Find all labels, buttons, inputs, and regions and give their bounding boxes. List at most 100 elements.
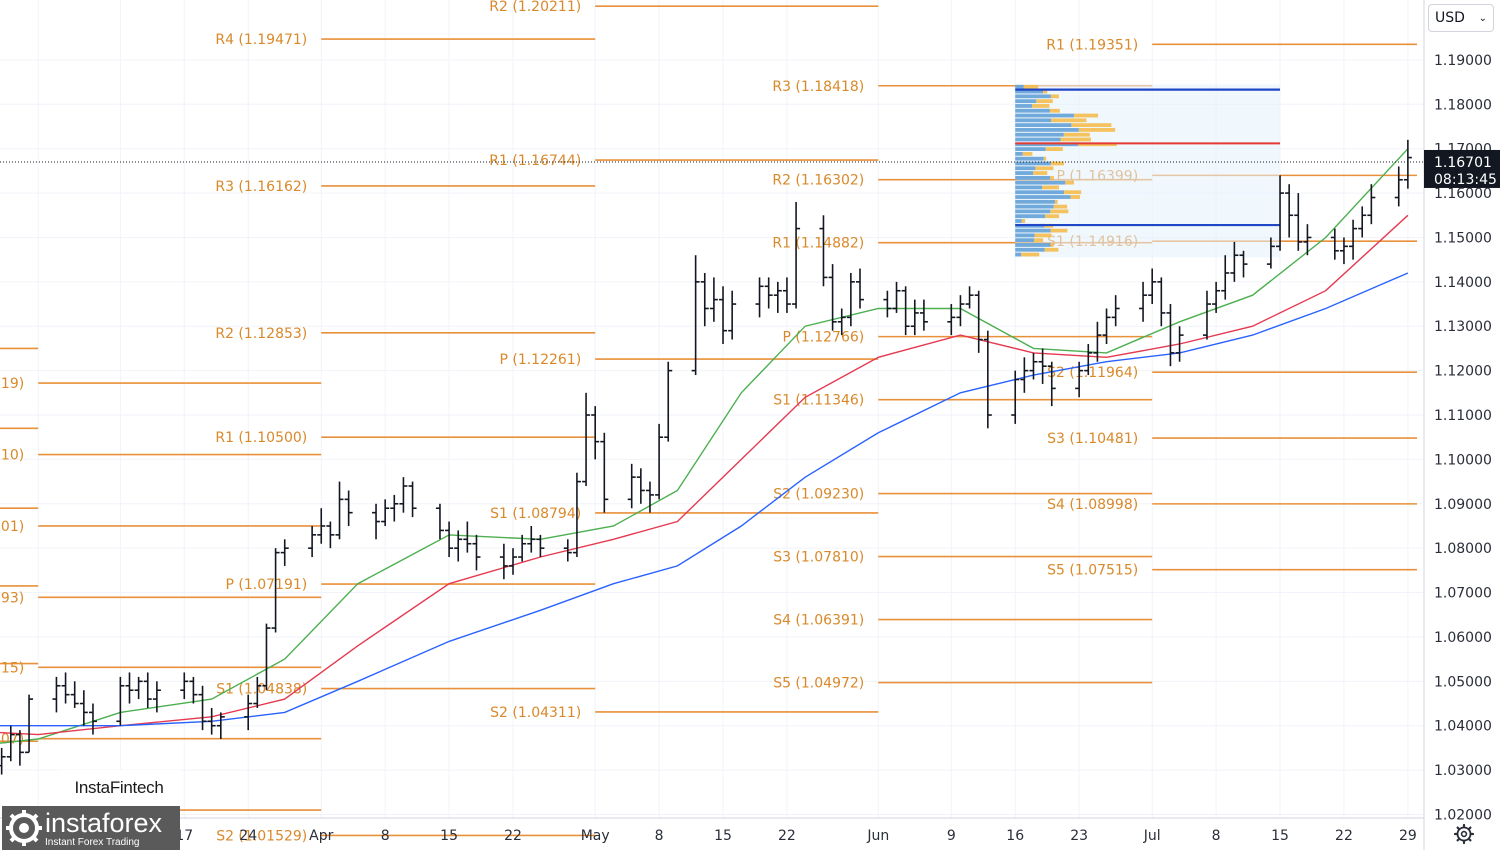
pivot-label: S5 (1.07515) (1047, 563, 1138, 579)
profile-bar (1015, 137, 1061, 142)
ohlc-bar (198, 685, 207, 731)
y-tick-label: 1.08000 (1434, 541, 1492, 557)
ohlc-bar (262, 623, 271, 691)
ohlc-bar (335, 481, 344, 540)
ohlc-bar (901, 286, 910, 336)
profile-bar (1015, 233, 1035, 238)
profile-bar (1034, 238, 1044, 243)
ohlc-bar (152, 681, 161, 713)
ma-line (0, 148, 1409, 744)
x-tick-label: 15 (1271, 828, 1289, 844)
pivot-label: R4 (1.19471) (215, 32, 307, 48)
profile-bar (1015, 113, 1074, 118)
pivot-label: S3 (1.07810) (773, 550, 864, 566)
ohlc-bar (563, 539, 572, 562)
x-tick-label: Apr (309, 828, 333, 844)
profile-bar (1043, 156, 1047, 161)
profile-bar (1071, 123, 1112, 128)
ma-line (0, 272, 1409, 727)
profile-bar (1045, 214, 1059, 219)
ohlc-bars (0, 139, 1412, 775)
ohlc-bar (773, 281, 782, 313)
ohlc-bar (207, 707, 216, 735)
ohlc-bar (463, 521, 472, 553)
ohlc-bar (1047, 361, 1056, 407)
ohlc-bar (189, 676, 198, 704)
ohlc-bar (572, 472, 581, 558)
pivot-label: S4 (1.06391) (773, 613, 864, 629)
ohlc-bar (1403, 139, 1412, 189)
pivot-label: S3 (1.10481) (1047, 431, 1138, 447)
ohlc-bar (143, 672, 152, 708)
ohlc-bar (755, 277, 764, 318)
ohlc-bar (1212, 281, 1221, 313)
ohlc-bar (6, 725, 15, 762)
x-tick-label: Jun (866, 828, 889, 844)
profile-bar (1015, 180, 1066, 185)
ohlc-bar (1202, 290, 1211, 340)
ohlc-bar (1239, 250, 1248, 278)
y-tick-label: 1.15000 (1434, 230, 1492, 246)
profile-bar (1015, 247, 1045, 252)
ohlc-bar (79, 690, 88, 726)
ohlc-bar (1394, 166, 1403, 207)
ohlc-bar (509, 548, 518, 575)
ohlc-bar (892, 281, 901, 313)
profile-bar (1051, 118, 1087, 123)
ohlc-bar (25, 694, 34, 754)
profile-bar (1054, 199, 1058, 204)
profile-bar (1073, 113, 1099, 118)
currency-selector[interactable]: USD ⌄ (1428, 4, 1494, 32)
ohlc-bar (536, 534, 545, 558)
ohlc-bar (919, 299, 928, 331)
profile-bar (1032, 104, 1050, 108)
profile-bar (1022, 151, 1033, 156)
profile-bar (1015, 209, 1051, 214)
profile-bar (1015, 166, 1036, 171)
pivot-label: S4 (1.08998) (1047, 497, 1138, 513)
pivot-label: R2 (1.16302) (772, 173, 864, 189)
pivot-label: S5 (1.04972) (773, 676, 864, 692)
ohlc-bar (253, 676, 262, 708)
profile-bar (1035, 166, 1054, 171)
ohlc-bar (947, 304, 956, 336)
ohlc-bar (1157, 277, 1166, 327)
current-price-box (1424, 149, 1500, 188)
ohlc-bar (499, 543, 508, 580)
ohlc-bar (88, 703, 97, 735)
chevron-down-icon: ⌄ (1478, 12, 1487, 24)
y-tick-label: 1.14000 (1434, 275, 1492, 291)
ohlc-bar (1367, 184, 1376, 225)
ohlc-bar (1166, 304, 1175, 367)
ohlc-bar (472, 534, 481, 571)
profile-bar (1015, 214, 1046, 219)
y-tick-label: 1.10000 (1434, 452, 1492, 468)
ohlc-bar (1175, 326, 1184, 362)
ohlc-bar (591, 406, 600, 460)
settings-icon[interactable] (1453, 823, 1475, 845)
profile-bar (1015, 128, 1079, 132)
pivot-label: R3 (1.16162) (215, 179, 307, 195)
profile-bar (1044, 247, 1059, 252)
bar-countdown: 08:13:45 (1434, 172, 1497, 188)
ohlc-bar (1102, 308, 1111, 344)
ohlc-bar (308, 525, 317, 558)
ohlc-bar (1230, 241, 1239, 282)
profile-bar (1065, 180, 1074, 185)
ohlc-bar (700, 272, 709, 327)
profile-bar (1070, 195, 1081, 199)
pivot-label: S1 (1.08794) (490, 506, 581, 522)
x-tick-label: May (581, 828, 610, 844)
ohlc-bar (317, 508, 326, 544)
ohlc-bar (837, 308, 846, 336)
ohlc-bar (1093, 321, 1102, 362)
y-tick-label: 1.03000 (1434, 763, 1492, 779)
ohlc-bar (1029, 352, 1038, 380)
ohlc-bar (883, 290, 892, 318)
profile-bar (1015, 161, 1051, 166)
profile-bar (1015, 252, 1022, 257)
profile-bar (1015, 104, 1033, 108)
pivot-label: P (1.03707) (0, 732, 24, 748)
ohlc-bar (828, 264, 837, 331)
